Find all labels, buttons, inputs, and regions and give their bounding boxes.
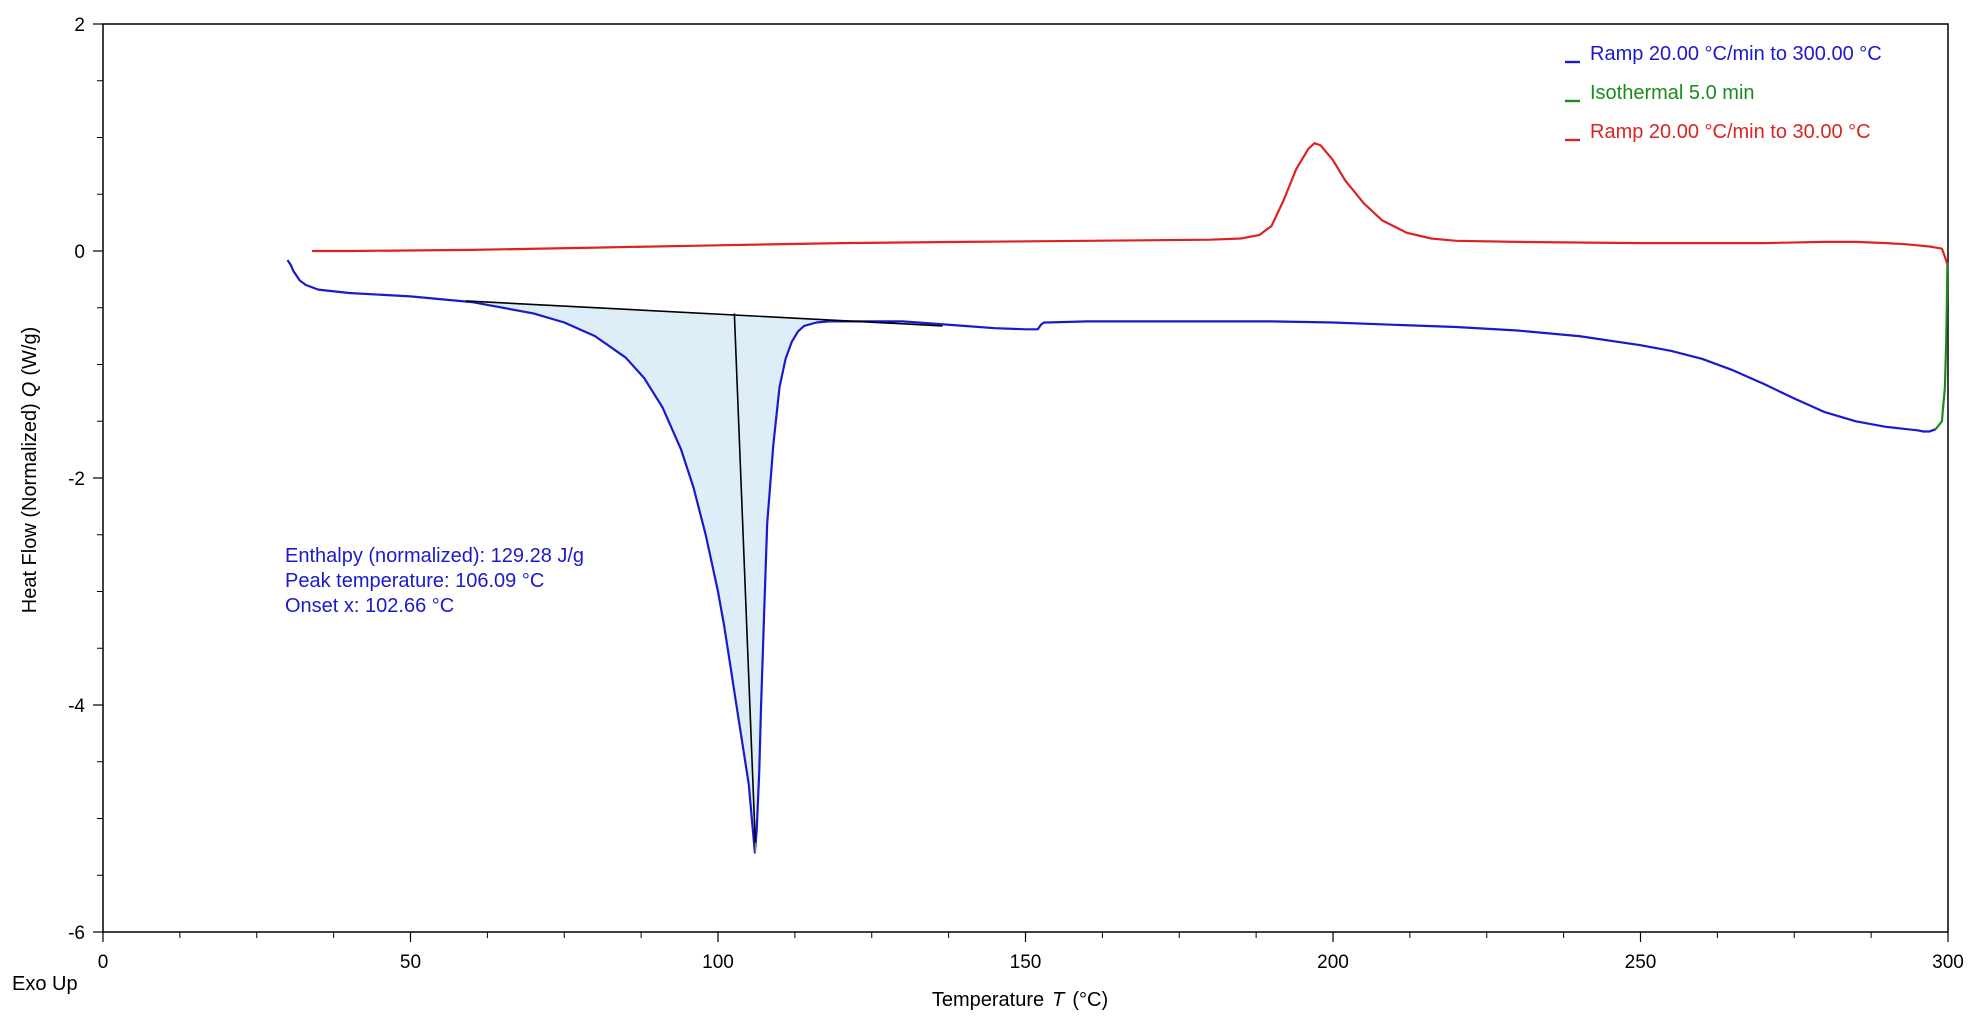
y-tick-label: -6 <box>68 923 85 944</box>
legend-entry: Ramp 20.00 °C/min to 300.00 °C <box>1590 43 1882 65</box>
axes-layer: 0 50 100 150 200 250 300 -6 -4 -2 0 2 <box>68 15 1964 973</box>
analysis-text-line: Enthalpy (normalized): 129.28 J/g <box>285 545 584 567</box>
series-layer <box>286 142 1949 854</box>
legend-entry: Isothermal 5.0 min <box>1590 82 1755 104</box>
analysis-text-line: Peak temperature: 106.09 °C <box>285 570 544 592</box>
plot-frame <box>102 23 1949 933</box>
series-line-1 <box>1934 262 1949 430</box>
integration-baseline <box>465 300 943 327</box>
y-axis-unit: (W/g) <box>19 327 41 376</box>
legend: Ramp 20.00 °C/min to 300.00 °C Isothermal… <box>1565 43 1882 143</box>
onset-line <box>733 313 757 847</box>
y-tick-label: -4 <box>68 696 85 717</box>
legend-entry: Ramp 20.00 °C/min to 30.00 °C <box>1590 121 1871 143</box>
corner-label: Exo Up <box>12 973 78 995</box>
x-tick-label: 100 <box>702 952 734 973</box>
x-axis-label: Temperature <box>932 989 1044 1011</box>
x-tick-label: 300 <box>1932 952 1964 973</box>
y-tick-label: -2 <box>68 469 85 490</box>
x-tick-label: 250 <box>1625 952 1657 973</box>
series-line-2 <box>312 142 1949 265</box>
analysis-layer: Enthalpy (normalized): 129.28 J/g Peak te… <box>285 300 943 853</box>
enthalpy-area-layer <box>465 300 943 853</box>
x-tick-label: 50 <box>400 952 421 973</box>
series-line-0 <box>286 259 1937 854</box>
enthalpy-area <box>465 300 943 853</box>
y-tick-label: 2 <box>74 15 85 36</box>
y-axis-label: Heat Flow (Normalized) <box>19 403 41 613</box>
y-tick-label: 0 <box>74 242 85 263</box>
x-axis-title: Temperature T (°C) <box>932 989 1108 1011</box>
y-axis-title: Heat Flow (Normalized) Q (W/g) <box>19 327 41 614</box>
x-tick-label: 200 <box>1317 952 1349 973</box>
x-axis-symbol: T <box>1052 989 1066 1011</box>
x-tick-label: 150 <box>1010 952 1042 973</box>
analysis-text-line: Onset x: 102.66 °C <box>285 595 454 617</box>
x-axis-unit: (°C) <box>1072 989 1108 1011</box>
y-axis-symbol: Q <box>19 382 41 398</box>
x-tick-label: 0 <box>98 952 109 973</box>
